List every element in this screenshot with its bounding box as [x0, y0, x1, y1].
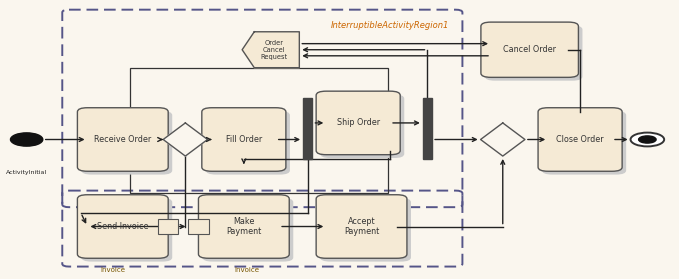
FancyBboxPatch shape	[198, 195, 289, 258]
Bar	[130, 68, 388, 193]
FancyBboxPatch shape	[77, 108, 168, 171]
FancyBboxPatch shape	[485, 25, 583, 81]
FancyBboxPatch shape	[202, 198, 293, 262]
Circle shape	[631, 133, 664, 146]
Bar	[303, 98, 312, 159]
FancyBboxPatch shape	[202, 108, 286, 171]
Text: Ship Order: Ship Order	[337, 118, 380, 128]
Text: Invoice: Invoice	[235, 266, 259, 273]
FancyBboxPatch shape	[316, 195, 407, 258]
Circle shape	[10, 133, 43, 146]
Bar	[188, 219, 208, 234]
Text: Receive Order: Receive Order	[94, 135, 151, 144]
Text: Cancel Order: Cancel Order	[503, 45, 556, 54]
FancyBboxPatch shape	[81, 111, 172, 175]
FancyBboxPatch shape	[538, 108, 622, 171]
FancyBboxPatch shape	[481, 22, 579, 77]
Text: Invoice: Invoice	[100, 266, 125, 273]
FancyBboxPatch shape	[316, 91, 400, 155]
FancyBboxPatch shape	[206, 111, 290, 175]
Text: Accept
Payment: Accept Payment	[344, 217, 379, 236]
Text: ActivityInitial: ActivityInitial	[6, 170, 48, 175]
FancyBboxPatch shape	[320, 95, 404, 158]
Text: Close Order: Close Order	[556, 135, 604, 144]
FancyBboxPatch shape	[542, 111, 626, 175]
Polygon shape	[481, 123, 525, 156]
Text: Fill Order: Fill Order	[225, 135, 262, 144]
Text: Order
Cancel
Request: Order Cancel Request	[261, 40, 288, 60]
Text: Send Invoice: Send Invoice	[97, 222, 149, 231]
Polygon shape	[242, 32, 299, 68]
Circle shape	[639, 136, 656, 143]
FancyBboxPatch shape	[77, 195, 168, 258]
Text: Make
Payment: Make Payment	[226, 217, 261, 236]
Text: InterruptibleActivityRegion1: InterruptibleActivityRegion1	[331, 21, 449, 30]
Bar	[423, 98, 432, 159]
Polygon shape	[163, 123, 208, 156]
FancyBboxPatch shape	[81, 198, 172, 262]
FancyBboxPatch shape	[320, 198, 411, 262]
Bar	[158, 219, 179, 234]
